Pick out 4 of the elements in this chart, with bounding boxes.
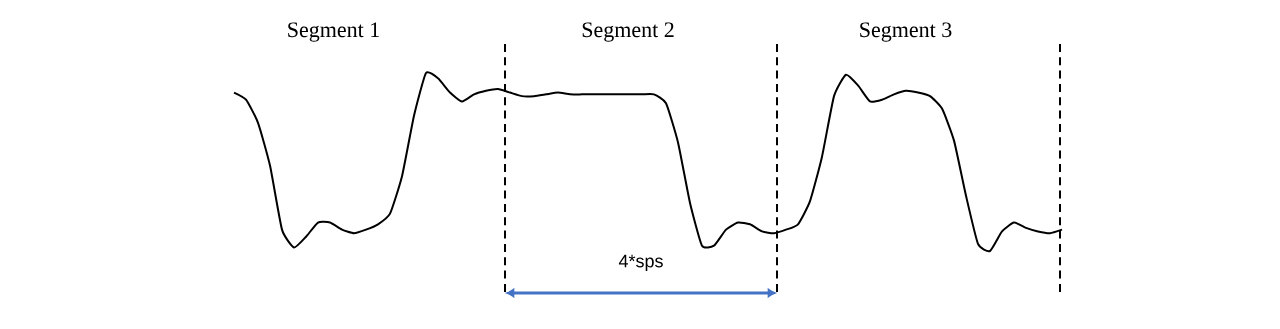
text: 4*sps	[618, 254, 663, 271]
text: Segment 3	[860, 22, 952, 42]
text: Segment 2	[582, 22, 674, 42]
text: Segment 1	[288, 22, 379, 42]
